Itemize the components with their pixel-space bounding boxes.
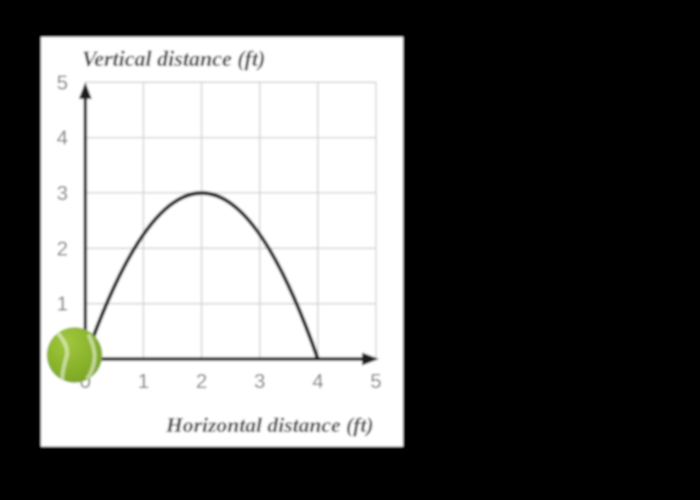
svg-text:0: 0	[80, 370, 91, 393]
svg-text:4: 4	[312, 370, 323, 393]
svg-text:3: 3	[57, 182, 68, 205]
svg-text:2: 2	[196, 370, 207, 393]
svg-text:2: 2	[57, 237, 68, 260]
svg-text:1: 1	[57, 293, 68, 316]
svg-text:4: 4	[57, 127, 68, 150]
svg-text:3: 3	[254, 370, 265, 393]
svg-text:5: 5	[57, 71, 68, 94]
svg-text:5: 5	[370, 370, 381, 393]
svg-text:Horizontal distance (ft): Horizontal distance (ft)	[165, 413, 374, 437]
svg-text:Vertical distance (ft): Vertical distance (ft)	[82, 46, 265, 71]
svg-text:1: 1	[138, 370, 149, 393]
